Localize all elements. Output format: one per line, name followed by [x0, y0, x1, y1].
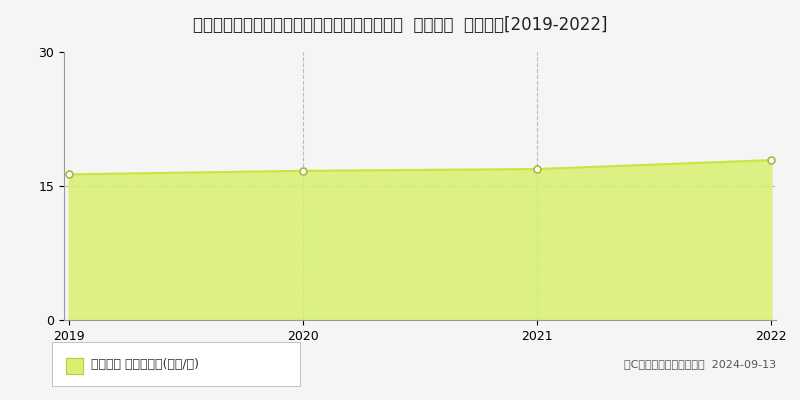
Point: [765, 157, 778, 163]
Point: [297, 168, 310, 174]
Point: [62, 171, 75, 178]
Point: [530, 166, 543, 172]
Text: 地価公示 平均坪単価(万円/坪): 地価公示 平均坪単価(万円/坪): [91, 358, 199, 370]
Text: （C）土地価格ドットコム  2024-09-13: （C）土地価格ドットコム 2024-09-13: [624, 359, 776, 369]
Text: 北海道札幌市北区太平７条４丁目４４番３１外  地価公示  地価推移[2019-2022]: 北海道札幌市北区太平７条４丁目４４番３１外 地価公示 地価推移[2019-202…: [193, 16, 607, 34]
